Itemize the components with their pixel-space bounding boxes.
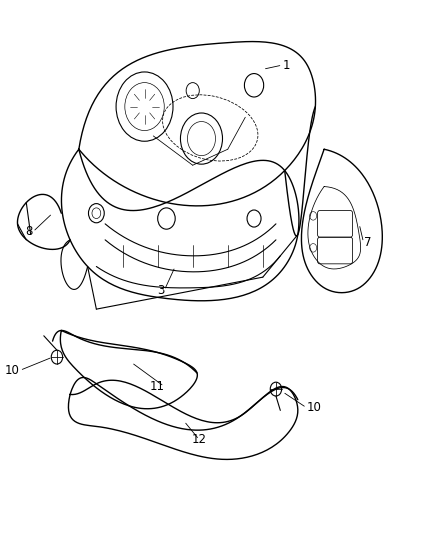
Text: 3: 3 [157, 284, 164, 297]
Text: 12: 12 [192, 433, 207, 446]
Text: 10: 10 [5, 364, 20, 377]
Text: 10: 10 [307, 401, 321, 414]
Text: 8: 8 [25, 225, 33, 238]
Text: 7: 7 [364, 236, 371, 249]
Text: 11: 11 [149, 380, 164, 393]
Text: 1: 1 [283, 59, 290, 71]
